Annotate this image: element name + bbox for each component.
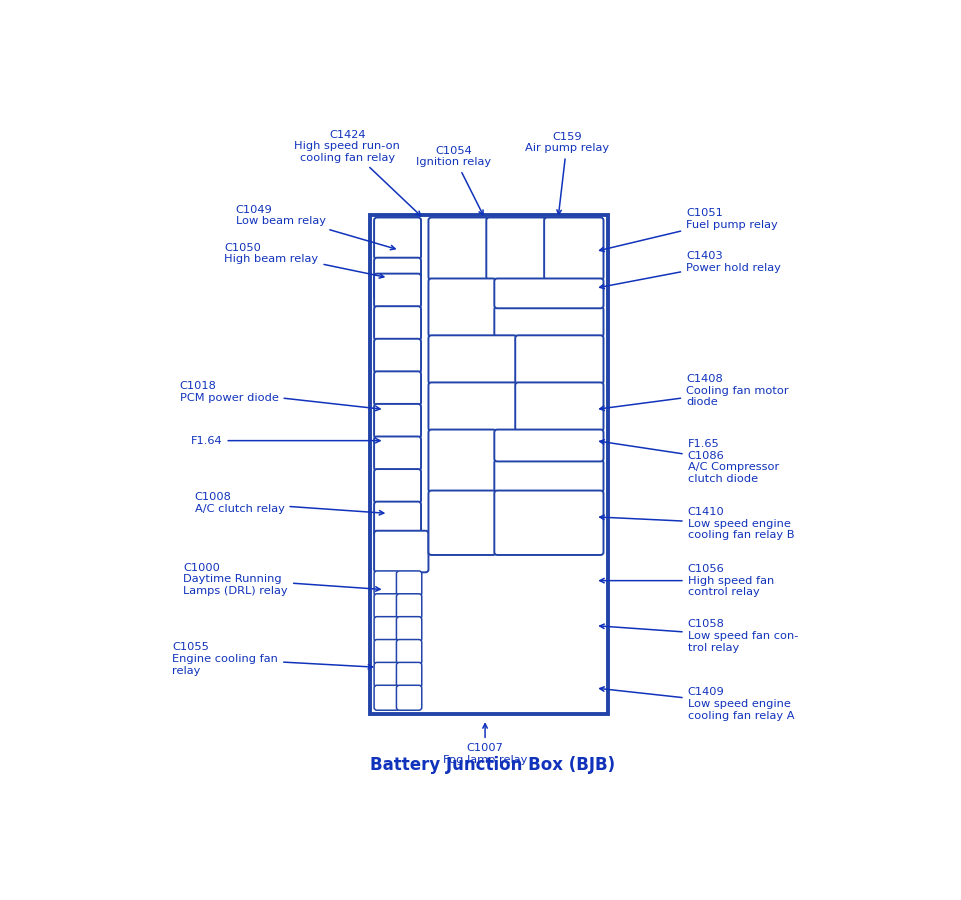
FancyBboxPatch shape xyxy=(374,218,421,259)
Text: C1056
High speed fan
control relay: C1056 High speed fan control relay xyxy=(600,564,774,598)
FancyBboxPatch shape xyxy=(494,460,604,492)
FancyBboxPatch shape xyxy=(494,307,604,337)
Text: C1051
Fuel pump relay: C1051 Fuel pump relay xyxy=(600,208,777,251)
FancyBboxPatch shape xyxy=(429,491,496,555)
FancyBboxPatch shape xyxy=(374,640,400,664)
FancyBboxPatch shape xyxy=(374,372,421,405)
FancyBboxPatch shape xyxy=(397,571,422,596)
Text: C1008
A/C clutch relay: C1008 A/C clutch relay xyxy=(195,492,383,515)
FancyBboxPatch shape xyxy=(374,274,421,308)
FancyBboxPatch shape xyxy=(374,501,421,536)
FancyBboxPatch shape xyxy=(374,257,421,300)
Text: F1.64: F1.64 xyxy=(191,436,380,446)
FancyBboxPatch shape xyxy=(544,218,604,280)
Bar xyxy=(370,215,608,715)
FancyBboxPatch shape xyxy=(429,336,517,383)
FancyBboxPatch shape xyxy=(374,616,400,642)
FancyBboxPatch shape xyxy=(397,640,422,664)
Text: C159
Air pump relay: C159 Air pump relay xyxy=(525,132,609,214)
Text: C1018
PCM power diode: C1018 PCM power diode xyxy=(180,382,380,410)
FancyBboxPatch shape xyxy=(494,278,604,309)
Text: C1054
Ignition relay: C1054 Ignition relay xyxy=(416,146,491,215)
Text: C1055
Engine cooling fan
relay: C1055 Engine cooling fan relay xyxy=(172,643,373,676)
FancyBboxPatch shape xyxy=(486,218,546,280)
FancyBboxPatch shape xyxy=(429,429,496,492)
FancyBboxPatch shape xyxy=(374,531,429,572)
Text: C1007
Fog lamp relay: C1007 Fog lamp relay xyxy=(443,724,528,765)
FancyBboxPatch shape xyxy=(429,218,488,280)
Text: C1403
Power hold relay: C1403 Power hold relay xyxy=(600,251,781,289)
Text: C1000
Daytime Running
Lamps (DRL) relay: C1000 Daytime Running Lamps (DRL) relay xyxy=(184,562,380,596)
FancyBboxPatch shape xyxy=(374,338,421,373)
Text: C1424
High speed run-on
cooling fan relay: C1424 High speed run-on cooling fan rela… xyxy=(294,130,421,216)
Text: Battery Junction Box (BJB): Battery Junction Box (BJB) xyxy=(370,756,615,774)
FancyBboxPatch shape xyxy=(397,685,422,710)
FancyBboxPatch shape xyxy=(515,336,604,383)
Text: C1049
Low beam relay: C1049 Low beam relay xyxy=(235,204,395,249)
FancyBboxPatch shape xyxy=(374,436,421,471)
FancyBboxPatch shape xyxy=(374,685,400,710)
FancyBboxPatch shape xyxy=(515,382,604,431)
FancyBboxPatch shape xyxy=(429,382,517,431)
FancyBboxPatch shape xyxy=(374,404,421,438)
Text: C1409
Low speed engine
cooling fan relay A: C1409 Low speed engine cooling fan relay… xyxy=(600,687,794,721)
FancyBboxPatch shape xyxy=(397,594,422,618)
FancyBboxPatch shape xyxy=(374,469,421,503)
Text: F1.65
C1086
A/C Compressor
clutch diode: F1.65 C1086 A/C Compressor clutch diode xyxy=(600,439,779,484)
FancyBboxPatch shape xyxy=(494,429,604,462)
FancyBboxPatch shape xyxy=(374,306,421,340)
Text: C1410
Low speed engine
cooling fan relay B: C1410 Low speed engine cooling fan relay… xyxy=(600,508,794,540)
Text: C1408
Cooling fan motor
diode: C1408 Cooling fan motor diode xyxy=(600,374,789,410)
FancyBboxPatch shape xyxy=(374,662,400,688)
FancyBboxPatch shape xyxy=(397,616,422,642)
FancyBboxPatch shape xyxy=(429,278,496,337)
FancyBboxPatch shape xyxy=(494,491,604,555)
FancyBboxPatch shape xyxy=(374,571,400,596)
FancyBboxPatch shape xyxy=(397,662,422,688)
Text: C1058
Low speed fan con-
trol relay: C1058 Low speed fan con- trol relay xyxy=(600,619,798,652)
Text: C1050
High beam relay: C1050 High beam relay xyxy=(225,243,383,278)
FancyBboxPatch shape xyxy=(374,594,400,618)
